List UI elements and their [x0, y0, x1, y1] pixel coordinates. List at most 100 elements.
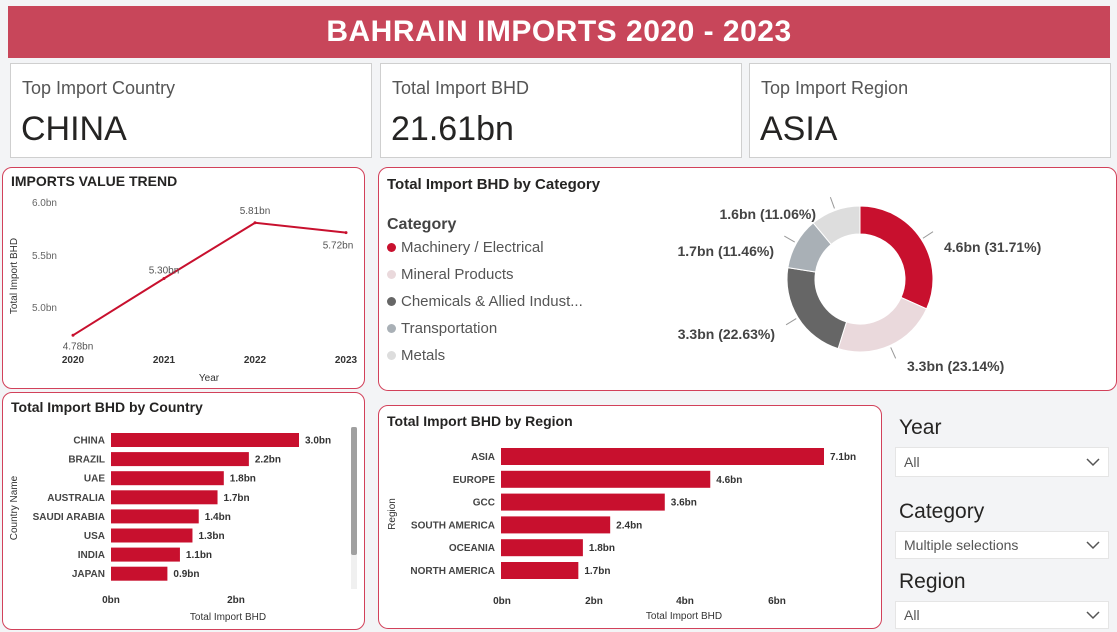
kpi-card-top-region[interactable]: Top Import Region ASIA: [749, 63, 1111, 158]
category-label: BRAZIL: [68, 455, 105, 466]
x-tick-label: 2020: [62, 355, 85, 366]
legend-dot: [387, 351, 396, 360]
bar: [111, 566, 168, 581]
bar: [501, 470, 711, 488]
kpi-value: ASIA: [760, 110, 838, 148]
slice-label: 3.3bn (22.63%): [678, 326, 775, 342]
chevron-down-icon: [1086, 458, 1100, 467]
category-donut-chart: 4.6bn (31.71%) 3.3bn (23.14%) 3.3bn (22.63…: [678, 197, 1041, 374]
data-label: 5.81bn: [240, 206, 271, 217]
data-label: 1.7bn: [224, 493, 250, 504]
chevron-down-icon: [1086, 541, 1100, 550]
bar: [111, 433, 299, 447]
category-donut-panel[interactable]: Total Import BHD by Category Category Ma…: [378, 167, 1117, 391]
legend-item[interactable]: Mineral Products: [387, 261, 583, 288]
legend-item[interactable]: Metals: [387, 342, 583, 369]
dashboard-title: BAHRAIN IMPORTS 2020 - 2023: [8, 6, 1110, 58]
year-dropdown[interactable]: All: [895, 447, 1109, 477]
trend-chart: 6.0bn 5.5bn 5.0bn 2020 2021 2022 2023 Ye…: [9, 198, 358, 384]
trend-point: [344, 231, 348, 235]
category-legend: Category Machinery / Electrical Mineral …: [387, 216, 583, 369]
data-label: 5.72bn: [323, 241, 354, 252]
legend-dot: [387, 324, 396, 333]
legend-label: Mineral Products: [401, 266, 514, 283]
chevron-down-icon: [1086, 611, 1100, 620]
x-tick-label: 4bn: [676, 596, 694, 607]
region-bar-panel[interactable]: Total Import BHD by Region 0bn 2bn 4bn 6…: [378, 405, 882, 629]
kpi-label: Top Import Country: [22, 78, 176, 98]
donut-slice: [837, 296, 928, 353]
region-dropdown[interactable]: All: [895, 601, 1109, 629]
category-label: CHINA: [73, 436, 105, 447]
kpi-card-total-import[interactable]: Total Import BHD 21.61bn: [380, 63, 742, 158]
donut-slice: [859, 205, 934, 310]
imports-trend-panel[interactable]: IMPORTS VALUE TREND 6.0bn 5.5bn 5.0bn 20…: [2, 167, 365, 389]
x-tick-label: 0bn: [493, 596, 511, 607]
data-label: 4.78bn: [63, 341, 94, 352]
bar: [111, 490, 218, 505]
panel-title: Total Import BHD by Category: [387, 176, 601, 193]
legend-dot: [387, 243, 396, 252]
y-tick-label: 6.0bn: [32, 198, 57, 209]
x-tick-label: 2021: [153, 355, 176, 366]
slice-label: 1.6bn (11.06%): [720, 206, 817, 222]
scrollbar[interactable]: [351, 427, 357, 589]
donut-slice: [786, 267, 848, 350]
category-label: ASIA: [471, 452, 495, 463]
data-label: 1.7bn: [584, 566, 610, 577]
category-label: NORTH AMERICA: [410, 566, 495, 577]
legend-title: Category: [387, 216, 457, 233]
trend-point: [162, 276, 166, 280]
legend-dot: [387, 297, 396, 306]
donut-slice: [812, 205, 861, 246]
x-axis-title: Total Import BHD: [190, 612, 266, 623]
data-label: 1.3bn: [198, 531, 224, 542]
bar: [501, 448, 824, 465]
legend-dot: [387, 270, 396, 279]
scroll-thumb[interactable]: [351, 427, 357, 555]
category-dropdown[interactable]: Multiple selections: [895, 531, 1109, 559]
leader-line: [829, 197, 835, 209]
bar: [111, 471, 224, 486]
category-label: UAE: [84, 474, 105, 485]
slice-label: 4.6bn (31.71%): [944, 239, 1041, 255]
x-tick-label: 2bn: [227, 595, 245, 606]
data-label: 4.6bn: [716, 475, 742, 486]
legend-item[interactable]: Transportation: [387, 315, 583, 342]
legend-item[interactable]: Machinery / Electrical: [387, 234, 583, 261]
category-label: JAPAN: [72, 569, 105, 580]
trend-point: [71, 333, 75, 337]
data-label: 1.1bn: [186, 550, 212, 561]
x-tick-label: 2023: [335, 355, 358, 366]
category-label: INDIA: [78, 550, 105, 561]
leader-line: [785, 318, 797, 326]
bar: [111, 452, 249, 467]
data-label: 3.0bn: [305, 436, 331, 447]
country-bar-panel[interactable]: Total Import BHD by Country 0bn 2bn Tota…: [2, 392, 365, 630]
y-axis-title: Region: [387, 498, 398, 530]
category-label: OCEANIA: [449, 543, 495, 554]
x-tick-label: 2022: [244, 355, 267, 366]
leader-line: [922, 231, 934, 239]
data-label: 7.1bn: [830, 452, 856, 463]
region-bar-chart: 0bn 2bn 4bn 6bn Total Import BHD Region …: [387, 448, 856, 622]
category-label: SOUTH AMERICA: [411, 520, 495, 531]
dropdown-value: All: [904, 454, 920, 470]
data-label: 2.4bn: [616, 520, 642, 531]
kpi-label: Top Import Region: [761, 78, 909, 98]
y-axis-title: Total Import BHD: [9, 238, 20, 314]
kpi-card-top-country[interactable]: Top Import Country CHINA: [10, 63, 372, 158]
y-axis-title: Country Name: [9, 475, 20, 540]
legend-item[interactable]: Chemicals & Allied Indust...: [387, 288, 583, 315]
bar: [501, 516, 611, 534]
kpi-value: 21.61bn: [391, 110, 514, 148]
x-tick-label: 2bn: [585, 596, 603, 607]
data-label: 1.8bn: [230, 474, 256, 485]
x-axis-title: Total Import BHD: [646, 611, 722, 622]
y-tick-label: 5.0bn: [32, 303, 57, 314]
panel-title: IMPORTS VALUE TREND: [11, 173, 178, 189]
slicer-title-region: Region: [899, 570, 966, 593]
legend-label: Transportation: [401, 320, 498, 337]
y-tick-label: 5.5bn: [32, 251, 57, 262]
category-label: USA: [84, 531, 105, 542]
